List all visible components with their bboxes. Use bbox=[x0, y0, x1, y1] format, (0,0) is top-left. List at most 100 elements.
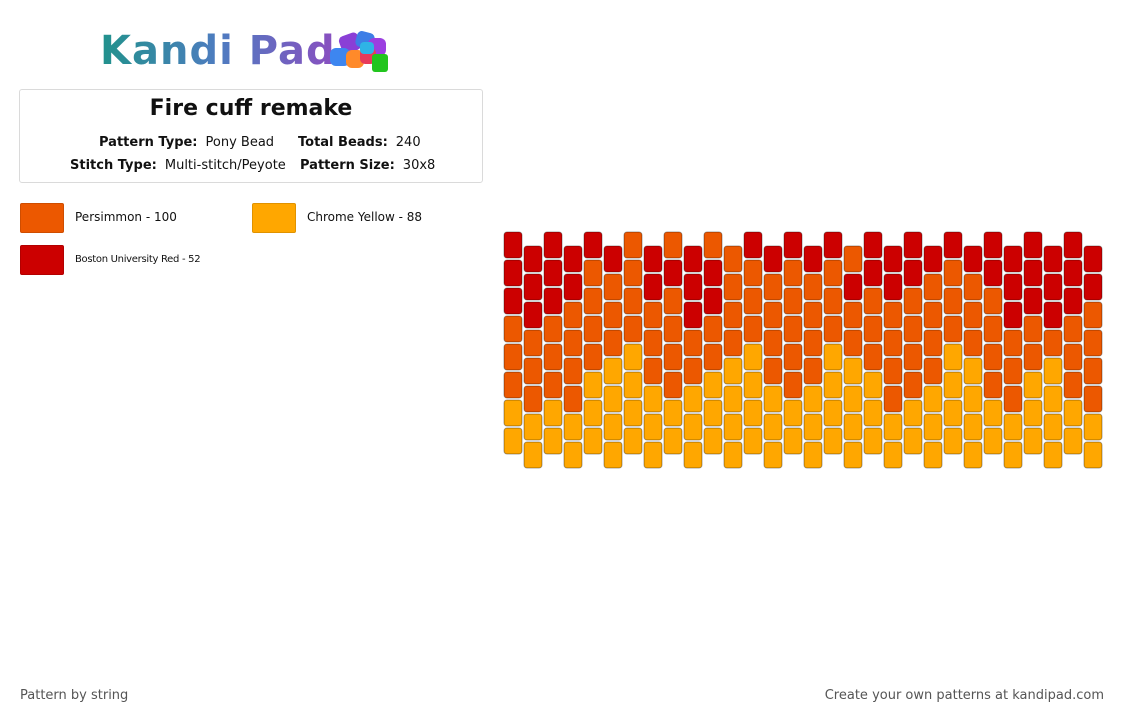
bead bbox=[803, 245, 823, 273]
bead bbox=[503, 371, 523, 399]
bead bbox=[523, 301, 543, 329]
bead bbox=[843, 329, 863, 357]
pattern-info-card: Fire cuff remake Pattern Type: Pony Bead … bbox=[19, 89, 483, 183]
bead bbox=[923, 329, 943, 357]
pattern-size-value: 30x8 bbox=[402, 158, 436, 173]
bead bbox=[863, 371, 883, 399]
bead bbox=[943, 427, 963, 455]
pattern-title: Fire cuff remake bbox=[149, 96, 353, 121]
bead bbox=[863, 287, 883, 315]
bead bbox=[623, 315, 643, 343]
bead bbox=[1023, 259, 1043, 287]
bead bbox=[883, 329, 903, 357]
pattern-type-label: Pattern Type: bbox=[99, 135, 198, 150]
bead bbox=[783, 231, 803, 259]
bead bbox=[763, 329, 783, 357]
bead bbox=[643, 413, 663, 441]
bead bbox=[723, 357, 743, 385]
bead bbox=[823, 315, 843, 343]
bead bbox=[683, 273, 703, 301]
bead bbox=[763, 273, 783, 301]
bead bbox=[583, 231, 603, 259]
bead bbox=[663, 427, 683, 455]
bead bbox=[823, 259, 843, 287]
bead bbox=[1083, 357, 1103, 385]
bead bbox=[623, 287, 643, 315]
bead bbox=[523, 413, 543, 441]
bead bbox=[803, 301, 823, 329]
bead bbox=[723, 329, 743, 357]
color-swatch-chrome-yellow bbox=[252, 203, 296, 233]
bead bbox=[863, 343, 883, 371]
legend-label: Persimmon - 100 bbox=[75, 210, 177, 224]
bead bbox=[1063, 287, 1083, 315]
bead bbox=[1023, 231, 1043, 259]
bead bbox=[823, 231, 843, 259]
bead bbox=[1043, 413, 1063, 441]
bead bbox=[963, 301, 983, 329]
bead bbox=[783, 399, 803, 427]
bead bbox=[983, 231, 1003, 259]
bead bbox=[743, 399, 763, 427]
bead bbox=[1023, 343, 1043, 371]
legend-label: Chrome Yellow - 88 bbox=[307, 210, 423, 224]
bead bbox=[843, 413, 863, 441]
bead bbox=[503, 287, 523, 315]
bead bbox=[743, 315, 763, 343]
bead bbox=[663, 371, 683, 399]
bead bbox=[723, 413, 743, 441]
bead bbox=[663, 259, 683, 287]
bead bbox=[603, 441, 623, 469]
bead bbox=[863, 399, 883, 427]
bead bbox=[943, 287, 963, 315]
bead bbox=[523, 385, 543, 413]
bead bbox=[743, 259, 763, 287]
bead bbox=[883, 245, 903, 273]
kandipad-link[interactable]: Create your own patterns at kandipad.com bbox=[824, 688, 1104, 703]
bead bbox=[1063, 343, 1083, 371]
bead bbox=[1083, 329, 1103, 357]
bead bbox=[963, 245, 983, 273]
pattern-type: Pattern Type: Pony Bead bbox=[99, 135, 274, 150]
bead bbox=[763, 245, 783, 273]
bead bbox=[703, 315, 723, 343]
bead bbox=[643, 357, 663, 385]
bead bbox=[843, 441, 863, 469]
bead bbox=[503, 343, 523, 371]
bead bbox=[683, 301, 703, 329]
bead bbox=[803, 441, 823, 469]
bead bbox=[523, 245, 543, 273]
bead bbox=[1083, 441, 1103, 469]
bead bbox=[843, 273, 863, 301]
bead bbox=[1003, 329, 1023, 357]
stitch-type-value: Multi-stitch/Peyote bbox=[164, 158, 286, 173]
bead bbox=[1083, 245, 1103, 273]
bead bbox=[703, 399, 723, 427]
bead bbox=[703, 371, 723, 399]
bead bbox=[563, 441, 583, 469]
bead bbox=[983, 315, 1003, 343]
bead bbox=[643, 329, 663, 357]
bead bbox=[723, 273, 743, 301]
bead bbox=[583, 427, 603, 455]
bead bbox=[503, 315, 523, 343]
bead bbox=[623, 231, 643, 259]
total-beads-value: 240 bbox=[395, 135, 421, 150]
bead bbox=[943, 259, 963, 287]
bead bbox=[703, 287, 723, 315]
bead bbox=[743, 343, 763, 371]
bead bbox=[503, 399, 523, 427]
stitch-type-label: Stitch Type: bbox=[70, 158, 157, 173]
bead bbox=[883, 301, 903, 329]
bead bbox=[643, 441, 663, 469]
bead bbox=[823, 343, 843, 371]
bead bbox=[783, 343, 803, 371]
bead bbox=[583, 399, 603, 427]
bead bbox=[883, 385, 903, 413]
bead bbox=[1043, 273, 1063, 301]
kandi-pad-logo[interactable]: Kandi Pad bbox=[100, 26, 410, 76]
bead bbox=[923, 245, 943, 273]
total-beads: Total Beads: 240 bbox=[298, 135, 421, 150]
bead bbox=[743, 231, 763, 259]
bead bbox=[823, 427, 843, 455]
